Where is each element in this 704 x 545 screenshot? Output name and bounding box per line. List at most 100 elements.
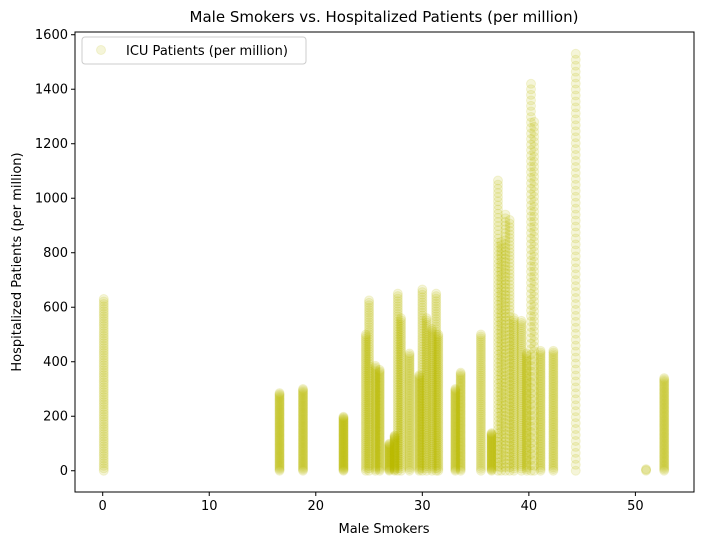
scatter-point (374, 406, 385, 417)
scatter-point (298, 388, 308, 399)
scatter-point (392, 460, 403, 471)
scatter-point (396, 419, 407, 430)
scatter-point (389, 452, 400, 463)
scatter-point (414, 386, 425, 397)
scatter-point (360, 329, 371, 340)
scatter-point (374, 370, 385, 381)
scatter-point (404, 370, 415, 381)
scatter-point (364, 385, 375, 396)
scatter-point (370, 371, 381, 382)
scatter-point (370, 414, 381, 425)
scatter-point (370, 441, 381, 452)
scatter-point (274, 391, 285, 402)
scatter-point (421, 435, 432, 446)
scatter-point (360, 422, 371, 433)
scatter-point (374, 379, 385, 390)
scatter-point (374, 380, 385, 391)
scatter-point (364, 383, 375, 394)
scatter-point (370, 417, 381, 428)
scatter-point (374, 445, 385, 456)
scatter-point (414, 404, 425, 415)
scatter-point (396, 334, 407, 345)
scatter-point (374, 462, 385, 473)
scatter-point (360, 364, 371, 375)
scatter-point (389, 433, 400, 444)
scatter-point (389, 434, 400, 445)
scatter-point (404, 372, 415, 382)
scatter-point (360, 463, 371, 474)
scatter-point (404, 392, 415, 403)
scatter-point (374, 382, 385, 393)
scatter-point (338, 438, 349, 449)
scatter-point (364, 314, 375, 325)
y-tick-label: 1200 (35, 137, 68, 152)
scatter-point (360, 380, 371, 391)
scatter-point (421, 461, 432, 472)
scatter-point (414, 385, 425, 396)
scatter-point (417, 429, 428, 440)
scatter-point (417, 323, 428, 334)
scatter-point (389, 437, 400, 448)
x-tick-label: 0 (99, 499, 107, 514)
scatter-point (392, 349, 403, 360)
scatter-point (404, 455, 415, 466)
scatter-point (360, 360, 371, 371)
scatter-point (360, 348, 371, 359)
scatter-point (364, 421, 375, 432)
scatter-point (338, 433, 349, 444)
scatter-point (98, 338, 109, 349)
scatter-point (364, 344, 375, 355)
scatter-point (360, 397, 371, 408)
scatter-point (374, 389, 385, 400)
scatter-point (414, 379, 425, 390)
scatter-point (98, 389, 109, 400)
scatter-point (364, 324, 375, 335)
scatter-point (360, 430, 371, 441)
scatter-point (98, 392, 109, 403)
scatter-point (392, 430, 403, 441)
scatter-point (404, 442, 415, 453)
scatter-point (417, 388, 428, 399)
scatter-point (417, 351, 428, 362)
scatter-point (384, 454, 395, 465)
scatter-point (370, 452, 381, 463)
scatter-point (414, 396, 425, 407)
scatter-point (274, 400, 285, 411)
scatter-point (338, 463, 349, 474)
scatter-point (396, 385, 407, 396)
scatter-point (414, 389, 425, 400)
scatter-point (98, 318, 109, 329)
scatter-point (414, 370, 425, 381)
scatter-point (384, 441, 395, 452)
scatter-point (392, 367, 403, 378)
scatter-point (392, 354, 403, 365)
scatter-point (298, 421, 308, 432)
scatter-point (370, 380, 381, 391)
scatter-point (417, 463, 428, 474)
scatter-point (396, 415, 407, 426)
scatter-point (392, 346, 403, 357)
scatter-point (374, 457, 385, 468)
scatter-point (392, 389, 403, 400)
scatter-point (417, 426, 428, 437)
scatter-point (338, 411, 349, 422)
scatter-point (274, 433, 285, 444)
scatter-point (417, 367, 428, 378)
scatter-point (421, 452, 432, 463)
scatter-point (396, 452, 407, 463)
scatter-point (392, 298, 403, 309)
scatter-point (516, 315, 527, 326)
scatter-point (404, 366, 415, 377)
scatter-point (374, 392, 385, 403)
scatter-point (404, 377, 415, 388)
scatter-point (417, 452, 428, 463)
scatter-point (370, 416, 381, 427)
scatter-point (274, 389, 285, 400)
scatter-point (392, 394, 403, 405)
scatter-point (417, 460, 428, 471)
scatter-point (298, 387, 308, 398)
scatter-point (274, 465, 285, 476)
scatter-point (414, 401, 425, 412)
scatter-point (417, 294, 428, 305)
scatter-point (274, 454, 285, 465)
